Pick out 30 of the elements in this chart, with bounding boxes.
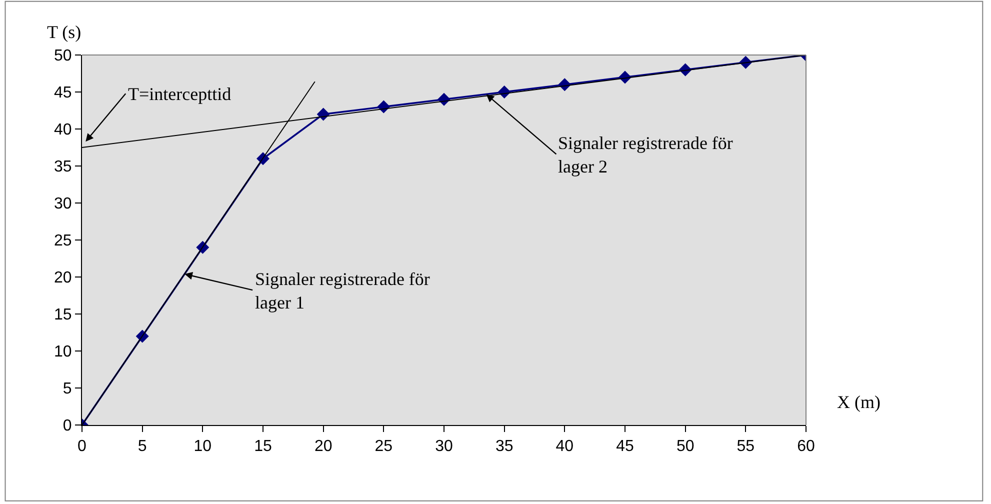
annotation: Signaler registrerade för lager 2 [558, 133, 733, 176]
x-tick-label: 15 [254, 438, 272, 456]
point [316, 108, 330, 121]
y-tick-label: 50 [54, 48, 72, 65]
y-tick-label: 40 [54, 122, 72, 139]
x-tick-label: 40 [556, 438, 574, 456]
y-tick-label: 25 [54, 232, 72, 250]
y-tick-label: 30 [54, 196, 72, 213]
x-tick-label: 55 [736, 438, 755, 456]
y-tick-label: 5 [62, 380, 72, 398]
y-tick-label: 20 [54, 270, 72, 287]
y-tick-label: 35 [54, 158, 72, 176]
x-tick-label: 20 [314, 438, 332, 456]
y-tick-label: 45 [54, 84, 72, 102]
y-axis-title: T (s) [47, 22, 82, 42]
x-tick-label: 60 [797, 438, 815, 456]
x-tick-label: 0 [78, 438, 87, 456]
y-tick-label: 0 [62, 418, 72, 435]
x-tick-label: 10 [194, 438, 212, 456]
annotation: Signaler registrerade för lager 1 [255, 269, 430, 312]
x-tick-label: 35 [495, 438, 514, 456]
x-tick-label: 25 [374, 438, 393, 456]
x-axis-title: X (m) [837, 392, 880, 412]
y-tick-label: 15 [54, 306, 72, 324]
y-tick-label: 10 [54, 344, 72, 361]
x-tick-label: 30 [435, 438, 453, 456]
annotation: T=intercepttid [128, 84, 232, 104]
x-tick-label: 50 [676, 438, 694, 456]
x-tick-label: 45 [616, 438, 634, 456]
x-tick-label: 5 [138, 438, 147, 456]
